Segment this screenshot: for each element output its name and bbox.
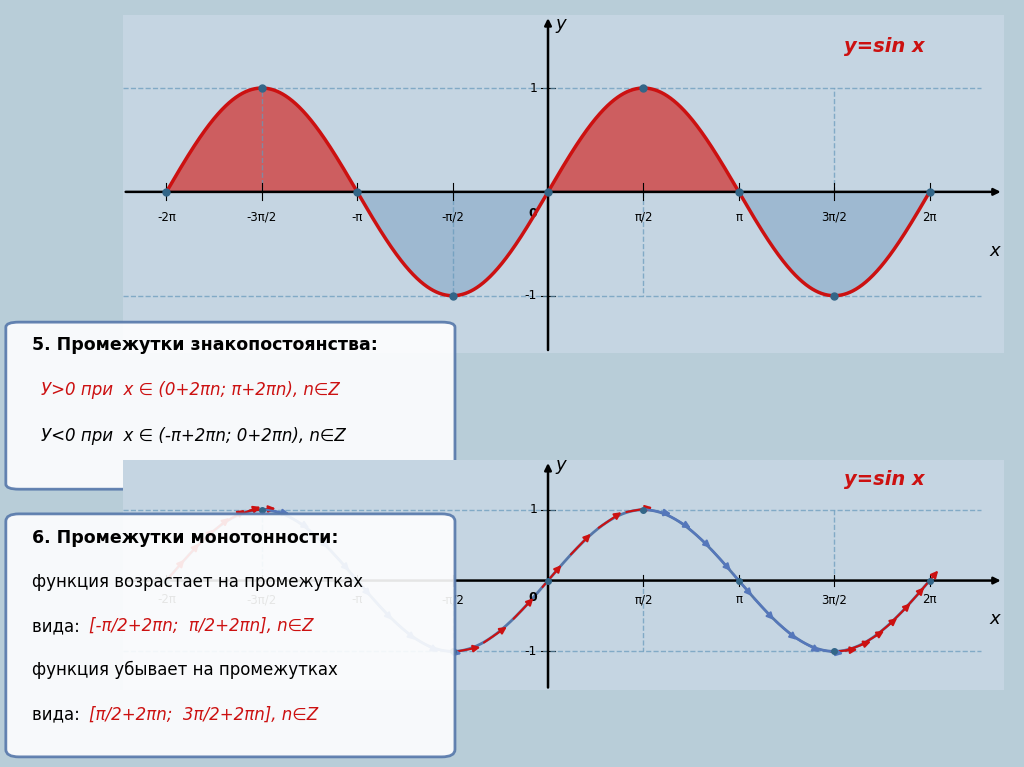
Text: [π/2+2πn;  3π/2+2πn], n∈Z: [π/2+2πn; 3π/2+2πn], n∈Z (89, 706, 318, 723)
Text: y=sin x: y=sin x (844, 470, 925, 489)
Text: π/2: π/2 (634, 211, 652, 223)
Text: 2π: 2π (923, 211, 937, 223)
Text: 5. Промежутки знакопостоянства:: 5. Промежутки знакопостоянства: (33, 336, 378, 354)
Text: У<0 при  х ∈ (-π+2πn; 0+2πn), n∈Z: У<0 при х ∈ (-π+2πn; 0+2πn), n∈Z (41, 426, 346, 445)
Text: функция убывает на промежутках: функция убывает на промежутках (33, 661, 338, 680)
Text: 2π: 2π (923, 594, 937, 606)
Text: -2π: -2π (157, 211, 176, 223)
Text: 3π/2: 3π/2 (821, 594, 847, 606)
Text: π: π (735, 211, 742, 223)
Text: -π/2: -π/2 (441, 594, 464, 606)
Text: -π/2: -π/2 (441, 211, 464, 223)
Text: 0: 0 (528, 591, 537, 604)
FancyBboxPatch shape (6, 322, 455, 489)
Text: -π: -π (351, 211, 362, 223)
Text: -2π: -2π (157, 594, 176, 606)
Text: 1: 1 (529, 503, 537, 516)
Text: y=sin x: y=sin x (844, 37, 925, 56)
Text: 0: 0 (528, 207, 537, 220)
Text: функция возрастает на промежутках: функция возрастает на промежутках (33, 573, 364, 591)
Text: -3π/2: -3π/2 (247, 211, 276, 223)
Text: -3π/2: -3π/2 (247, 594, 276, 606)
Text: У>0 при  х ∈ (0+2πn; π+2πn), n∈Z: У>0 при х ∈ (0+2πn; π+2πn), n∈Z (41, 381, 340, 399)
Text: x: x (990, 242, 1000, 260)
Text: вида:: вида: (33, 617, 85, 635)
Text: y: y (555, 15, 566, 34)
Text: -1: -1 (524, 645, 537, 658)
Text: π: π (735, 594, 742, 606)
Text: -π: -π (351, 594, 362, 606)
Text: [-π/2+2πn;  π/2+2πn], n∈Z: [-π/2+2πn; π/2+2πn], n∈Z (89, 617, 314, 635)
Text: π/2: π/2 (634, 594, 652, 606)
Text: -1: -1 (524, 289, 537, 302)
Text: y: y (555, 456, 566, 474)
Text: 3π/2: 3π/2 (821, 211, 847, 223)
FancyBboxPatch shape (6, 514, 455, 757)
Text: 6. Промежутки монотонности:: 6. Промежутки монотонности: (33, 528, 339, 547)
Text: x: x (990, 611, 1000, 628)
Text: вида:: вида: (33, 706, 85, 723)
Text: 1: 1 (529, 81, 537, 94)
